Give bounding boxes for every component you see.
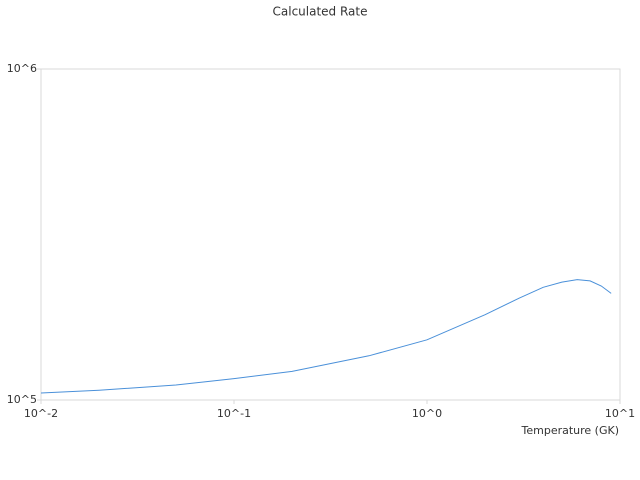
x-tick-label: 10^1 bbox=[605, 407, 635, 420]
x-tick-label: 10^-2 bbox=[24, 407, 58, 420]
y-tick-label: 10^6 bbox=[7, 62, 37, 75]
x-tick-label: 10^0 bbox=[412, 407, 442, 420]
plot-frame bbox=[40, 68, 621, 401]
chart-title: Calculated Rate bbox=[273, 5, 368, 19]
y-tick-label: 10^5 bbox=[7, 393, 37, 406]
x-tick-label: 10^-1 bbox=[217, 407, 251, 420]
x-axis-label: Temperature (GK) bbox=[521, 424, 620, 437]
data-line bbox=[40, 279, 612, 394]
